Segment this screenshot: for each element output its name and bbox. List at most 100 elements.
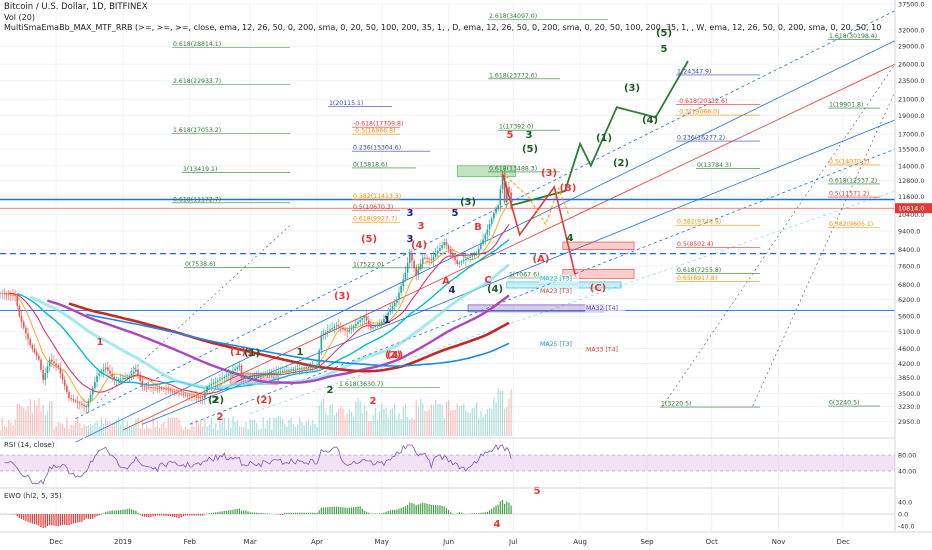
ewo-bar	[353, 507, 355, 514]
volume-bar	[335, 412, 338, 436]
candle-body	[273, 372, 275, 374]
volume-bars	[0, 388, 512, 436]
ewo-bar	[111, 510, 113, 514]
candle-body	[122, 378, 124, 380]
wave-label: (2)	[208, 395, 224, 406]
candle-body	[290, 369, 292, 371]
volume-bar	[359, 401, 361, 436]
candle-body	[411, 253, 413, 261]
price-tick: 10400.0	[898, 211, 924, 219]
candle-body	[46, 366, 49, 374]
wave-label: 2	[327, 385, 334, 396]
ewo-bar	[482, 512, 484, 514]
ewo-bar	[31, 514, 33, 524]
volume-bar	[353, 416, 355, 436]
ewo-bar	[238, 508, 240, 514]
ewo-bar	[260, 513, 262, 514]
ewo-bar	[266, 513, 269, 514]
ewo-bar	[210, 512, 212, 514]
candle-body	[91, 388, 94, 395]
volume-bar	[243, 427, 245, 436]
candle-body	[42, 369, 44, 380]
candle-body	[240, 365, 243, 378]
volume-bar	[312, 419, 314, 436]
ewo-bar	[439, 505, 441, 514]
candle-body	[40, 359, 42, 370]
ewo-bar	[281, 514, 284, 515]
ewo-bar	[337, 506, 340, 514]
volume-bar	[361, 412, 364, 436]
candle-body	[385, 315, 387, 319]
ewo-bar	[98, 514, 100, 516]
volume-bar	[0, 429, 1, 436]
volume-bar	[374, 408, 376, 436]
volume-bar	[113, 422, 116, 436]
ewo-bar	[245, 510, 247, 514]
candle-body	[508, 187, 510, 193]
ewo-bar	[199, 514, 202, 516]
ewo-bar	[325, 507, 327, 514]
candle-body	[294, 368, 297, 370]
volume-bar	[329, 405, 331, 436]
ewo-bar	[331, 506, 333, 514]
volume-bar	[74, 420, 77, 436]
fib-label: 0.618(28814.1)	[173, 41, 221, 48]
grid	[0, 3, 895, 530]
candle-body	[462, 260, 465, 262]
candle-body	[454, 256, 456, 261]
candlesticks	[0, 168, 512, 414]
volume-bar	[184, 426, 187, 436]
volume-bar	[42, 404, 44, 436]
ewo-bar	[284, 512, 286, 514]
volume-bar	[165, 428, 167, 436]
ewo-bar	[348, 507, 350, 514]
ewo-bar	[102, 513, 105, 514]
volume-bar	[81, 427, 83, 436]
volume-bar	[366, 410, 368, 436]
candle-body	[342, 327, 344, 330]
volume-bar	[387, 417, 389, 436]
candle-body	[206, 386, 208, 393]
price-tick: 8400.0	[898, 246, 920, 254]
fib-label: -0.5(16966.8)	[353, 128, 396, 135]
ewo-bar	[77, 514, 79, 523]
candle-body	[281, 371, 284, 372]
candle-body	[346, 330, 349, 332]
candle-body	[480, 244, 482, 249]
price-tag-bg	[895, 203, 932, 214]
candle-body	[210, 384, 213, 386]
ewo-bar	[314, 512, 316, 514]
candle-body	[329, 329, 331, 331]
ewo-bar	[396, 509, 398, 514]
candle-body	[22, 321, 25, 328]
wave-label: (2)	[613, 158, 629, 169]
volume-bar	[314, 424, 316, 436]
ewo-bar	[484, 512, 486, 514]
candle-body	[199, 397, 202, 399]
ewo-bar	[189, 514, 191, 516]
ewo-bar	[357, 506, 359, 514]
volume-bar	[456, 403, 458, 436]
candle-body	[98, 373, 101, 376]
candle-body	[260, 374, 262, 376]
volume-bar	[70, 424, 72, 436]
fib-label: 0.65(6917.8)	[677, 275, 717, 282]
ewo-bar	[422, 502, 424, 514]
time-tick: Dec	[836, 538, 850, 546]
ma-label: MA22 [T3]	[540, 276, 572, 283]
ewo-bar	[139, 514, 141, 515]
ewo-bar	[204, 514, 206, 515]
ewo-bar	[187, 514, 189, 516]
ewo-bar	[176, 514, 178, 518]
ewo-bar	[329, 507, 331, 514]
candle-body	[72, 399, 75, 401]
candle-body	[163, 388, 165, 390]
ewo-bar	[305, 512, 307, 514]
volume-bar	[422, 403, 424, 436]
time-tick: Sep	[640, 538, 654, 546]
candle-body	[458, 262, 461, 264]
candle-body	[111, 373, 113, 377]
volume-bar	[443, 418, 445, 436]
candle-body	[102, 369, 105, 372]
